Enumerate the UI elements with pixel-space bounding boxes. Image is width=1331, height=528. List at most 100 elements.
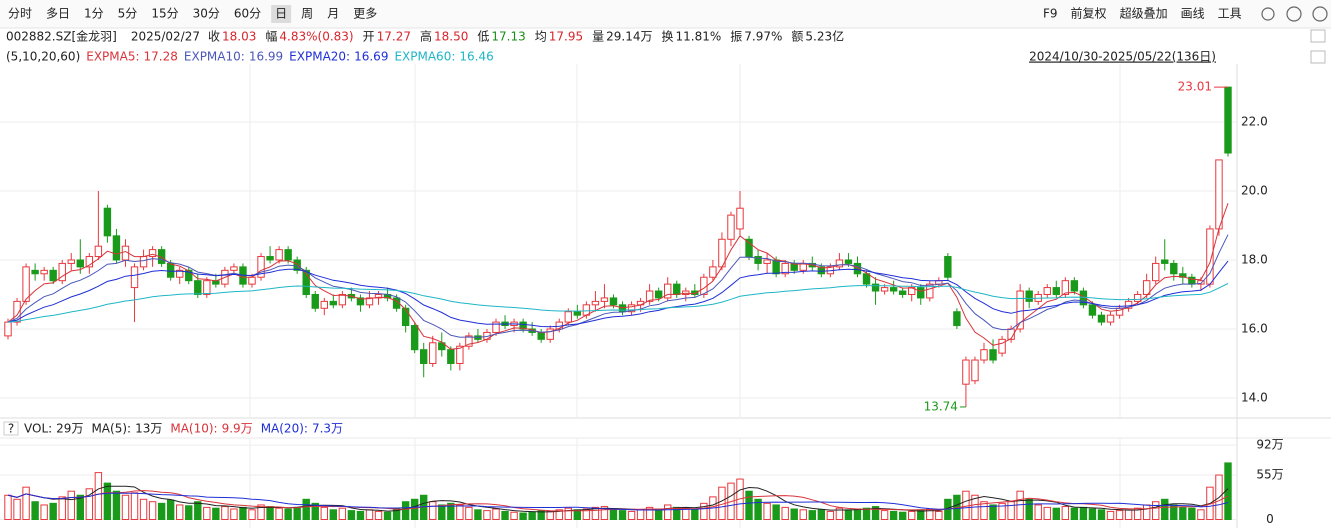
volume-bar [212, 507, 220, 521]
toolbar-item[interactable]: 5分 [118, 7, 138, 21]
candle-body [465, 335, 473, 347]
volume-bar [185, 505, 193, 521]
volume-bar [880, 510, 889, 521]
toolbar-item[interactable]: 多日 [46, 7, 70, 21]
help-icon-text: ? [8, 422, 14, 436]
candle-body [591, 300, 600, 306]
toolbar-item[interactable]: 更多 [353, 7, 377, 21]
volume-bar [365, 509, 374, 521]
candle-body [546, 328, 554, 340]
volume-legend-value: 9.9万 [222, 422, 253, 436]
candle-body [889, 287, 898, 292]
volume-bar [908, 510, 916, 521]
volume-bar [58, 496, 66, 521]
toolbar-item[interactable]: 画线 [1181, 7, 1205, 21]
volume-bar [781, 506, 789, 521]
candle-body [4, 321, 12, 337]
volume-bar [1197, 509, 1205, 521]
volume-bar [338, 507, 347, 521]
quote-value: 18.03 [222, 30, 256, 44]
candle-body [401, 307, 410, 327]
candle-body [410, 325, 419, 351]
volume-bar [465, 506, 473, 521]
date-range[interactable]: 2024/10/30-2025/05/22(136日) [1029, 50, 1216, 64]
quote-value: 17.95 [549, 30, 583, 44]
candle-body [94, 245, 103, 258]
toolbar-item[interactable]: 分时 [8, 7, 32, 21]
volume-bar [1043, 506, 1051, 521]
toolbar-item[interactable]: 60分 [234, 7, 261, 21]
candle-body [736, 207, 744, 230]
icon[interactable] [1310, 29, 1326, 43]
candle-body [429, 342, 437, 364]
toolbar-item[interactable]: 日 [275, 7, 287, 21]
indicator-value: 16.69 [354, 50, 388, 64]
candle-body [338, 293, 347, 306]
quote-label: 高 [420, 29, 432, 44]
candle-body [1197, 280, 1205, 285]
toolbar-item[interactable]: 周 [301, 7, 313, 21]
volume-bar [1179, 506, 1187, 521]
volume-bar [1152, 501, 1160, 521]
volume-bar [1025, 498, 1033, 521]
candle-body [185, 269, 193, 282]
toolbar-item[interactable]: 超级叠加 [1120, 6, 1168, 21]
candle-body [1152, 262, 1160, 282]
toolbar-item[interactable]: 1分 [84, 7, 104, 21]
candle-body [1106, 314, 1115, 323]
candle-body [1179, 273, 1187, 278]
toolbar-item[interactable]: F9 [1043, 7, 1058, 21]
candle-body [148, 249, 157, 258]
volume-bar [1188, 507, 1196, 521]
volume-bar [1142, 504, 1151, 521]
volume-bar [989, 504, 997, 521]
candle-body [980, 349, 988, 361]
volume-bar [1034, 504, 1042, 521]
quote-value: 5.23亿 [805, 29, 844, 44]
candle-body [1170, 262, 1178, 275]
y-tick-label: 14.0 [1241, 390, 1268, 404]
volume-bar [826, 510, 835, 521]
volume-bar [546, 510, 554, 521]
volume-bar [998, 502, 1006, 521]
candle-body [971, 359, 979, 382]
volume-bar [754, 498, 762, 521]
volume-bar [1061, 506, 1070, 521]
expma-line [7, 260, 1229, 328]
volume-bar [257, 504, 265, 521]
volume-bar [112, 490, 121, 521]
volume-bar [103, 482, 112, 521]
volume-tick-label: 0 [1266, 512, 1274, 526]
toolbar-item[interactable]: 工具 [1218, 7, 1242, 21]
help-icon[interactable] [3, 421, 19, 436]
candle-body [944, 256, 952, 278]
candle-body [1161, 259, 1169, 264]
volume-bar [862, 507, 871, 521]
toolbar-item[interactable]: 30分 [193, 7, 220, 21]
toolbar-item[interactable]: 月 [327, 7, 339, 21]
toolbar-icons[interactable] [1261, 6, 1328, 22]
volume-bar [157, 502, 166, 521]
y-tick-label: 18.0 [1241, 252, 1268, 266]
candle-body [709, 266, 717, 278]
candle-body [1025, 290, 1033, 302]
icon[interactable] [1310, 50, 1326, 64]
max-label: 23.01 [1178, 80, 1212, 94]
volume-bar [410, 498, 419, 521]
volume-bar [609, 509, 618, 521]
volume-bar [1070, 507, 1079, 521]
indicator-name: EXPMA60: [394, 50, 455, 64]
volume-bar [474, 509, 482, 521]
candle-body [1142, 280, 1151, 295]
toolbar-item[interactable]: 15分 [151, 7, 178, 21]
volume-ma-line [7, 485, 1229, 513]
volume-bar [40, 504, 48, 521]
candle-body [627, 304, 636, 313]
candle-body [275, 249, 283, 261]
volume-bar [447, 502, 455, 521]
toolbar-item[interactable]: 前复权 [1071, 6, 1107, 21]
expma-line [7, 283, 1229, 323]
volume-bar [94, 472, 103, 521]
quote-label: 换 [661, 30, 673, 44]
volume-ma-line [7, 492, 1229, 511]
